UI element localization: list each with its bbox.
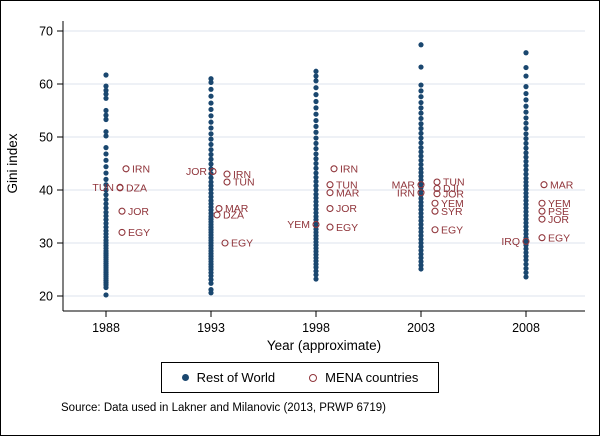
svg-text:EGY: EGY	[441, 224, 463, 236]
legend-row: Rest of World MENA countries	[1, 362, 599, 393]
svg-text:TUN: TUN	[233, 177, 255, 189]
svg-text:TUN: TUN	[336, 179, 358, 191]
svg-text:PSE: PSE	[548, 206, 569, 218]
svg-text:IRN: IRN	[340, 163, 358, 175]
svg-text:EGY: EGY	[336, 222, 358, 234]
svg-text:40: 40	[39, 183, 53, 197]
legend: Rest of World MENA countries	[160, 362, 440, 393]
svg-text:Gini index: Gini index	[5, 133, 20, 193]
legend-item-mena: MENA countries	[309, 370, 418, 385]
svg-text:JOR: JOR	[128, 206, 149, 218]
svg-text:YEM: YEM	[441, 198, 464, 210]
svg-text:30: 30	[39, 236, 53, 250]
svg-text:JOR: JOR	[548, 214, 569, 226]
svg-text:IRN: IRN	[132, 163, 150, 175]
svg-text:DZA: DZA	[223, 210, 244, 222]
hollow-circle-icon	[309, 373, 318, 382]
scatter-plot: 20 30 40 50 60 70 1988 1993 1998 2003 2008 Year (ap…	[5, 21, 585, 353]
svg-text:20: 20	[39, 289, 53, 303]
svg-text:2003: 2003	[407, 321, 435, 335]
svg-text:TUN: TUN	[443, 177, 465, 189]
legend-item-rest-of-world: Rest of World	[181, 370, 276, 385]
svg-text:MAR: MAR	[225, 203, 249, 215]
svg-text:MAR: MAR	[550, 179, 574, 191]
svg-text:Year (approximate): Year (approximate)	[267, 338, 381, 353]
svg-text:MAR: MAR	[336, 187, 360, 199]
svg-text:1998: 1998	[302, 321, 330, 335]
legend-label-mena: MENA countries	[325, 370, 419, 385]
svg-text:50: 50	[39, 130, 53, 144]
svg-text:DJI: DJI	[443, 183, 459, 195]
svg-text:YEM: YEM	[287, 219, 310, 231]
svg-text:60: 60	[39, 77, 53, 91]
svg-text:IRQ: IRQ	[501, 236, 520, 248]
svg-text:1988: 1988	[92, 321, 120, 335]
svg-text:1993: 1993	[197, 321, 225, 335]
svg-text:JOR: JOR	[186, 166, 207, 178]
svg-text:SYR: SYR	[441, 206, 463, 218]
svg-text:EGY: EGY	[548, 232, 570, 244]
filled-dot-icon	[181, 374, 189, 381]
svg-text:DZA: DZA	[126, 183, 147, 195]
svg-text:EGY: EGY	[128, 227, 150, 239]
svg-text:IRN: IRN	[233, 169, 251, 181]
svg-text:IRN: IRN	[397, 187, 415, 199]
svg-text:MAR: MAR	[392, 179, 416, 191]
legend-label-rest-of-world: Rest of World	[196, 370, 276, 385]
svg-text:JOR: JOR	[336, 203, 357, 215]
svg-text:JOR: JOR	[443, 188, 464, 200]
svg-text:EGY: EGY	[231, 238, 253, 250]
svg-text:2008: 2008	[512, 321, 540, 335]
svg-text:YEM: YEM	[548, 198, 571, 210]
source-note: Source: Data used in Lakner and Milanovi…	[61, 402, 386, 414]
svg-text:TUN: TUN	[92, 182, 114, 194]
svg-text:70: 70	[39, 24, 53, 38]
